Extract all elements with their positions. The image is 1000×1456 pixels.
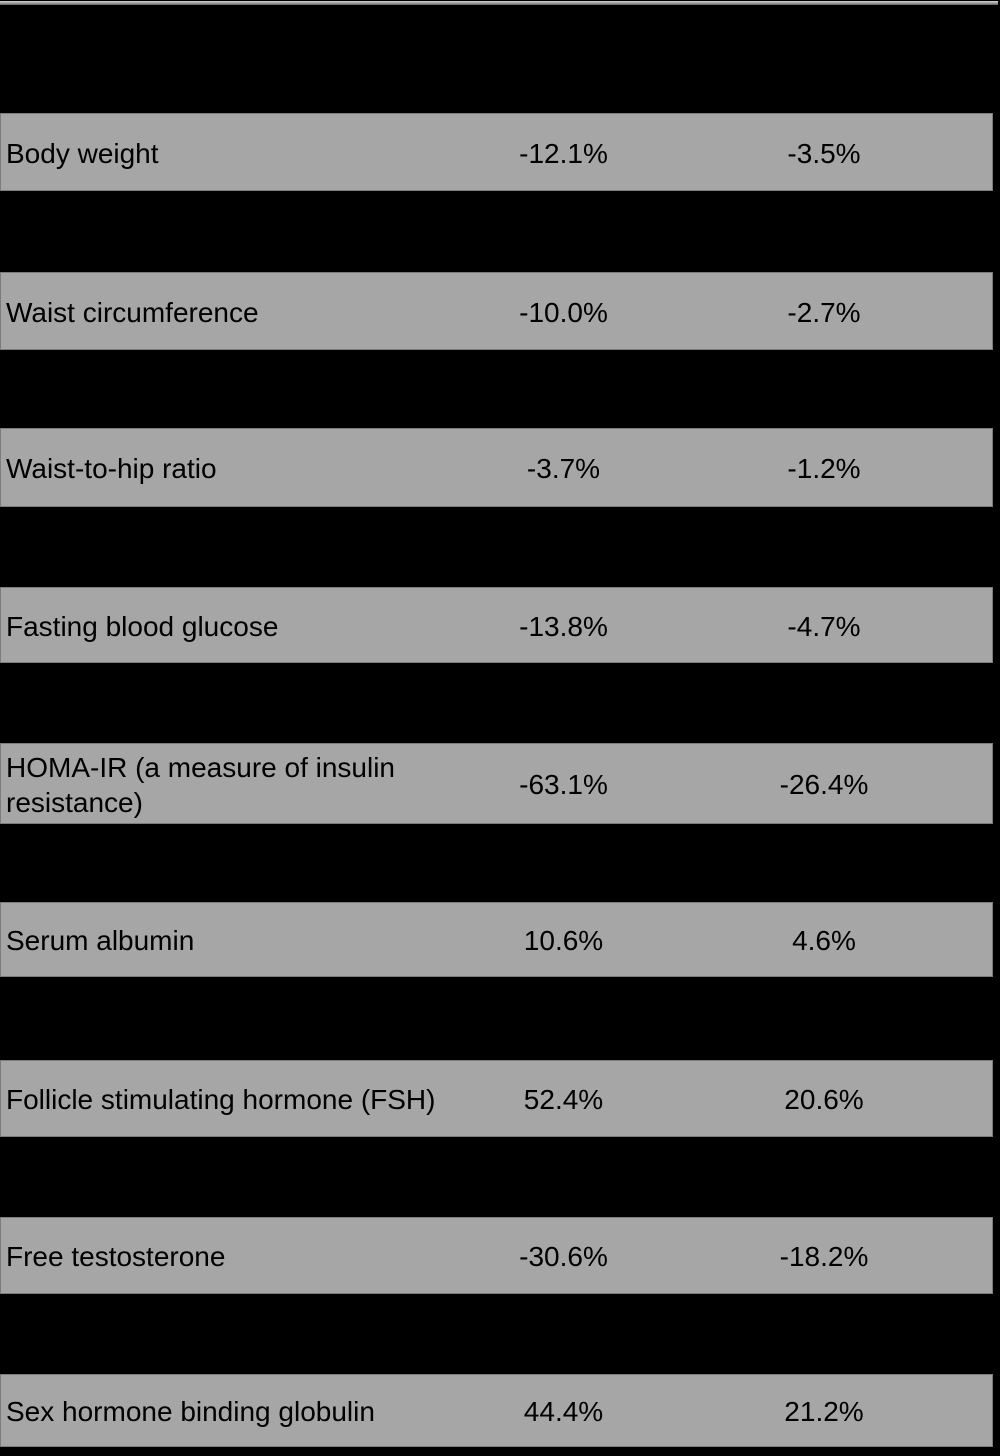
table-row: Body weight -12.1% -3.5% — [0, 113, 993, 191]
row-value-col3: -3.5% — [787, 137, 861, 169]
row-label: HOMA-IR (a measure of insulin resistance… — [6, 751, 396, 818]
row-label: Body weight — [6, 137, 159, 169]
row-label: Serum albumin — [6, 925, 195, 956]
row-value-col2: -10.0% — [519, 296, 608, 328]
row-value-col2: -13.8% — [519, 610, 608, 642]
row-value-col3: -26.4% — [779, 769, 869, 800]
table-row: Waist-to-hip ratio -3.7% -1.2% — [0, 428, 993, 507]
table-row: Waist circumference -10.0% -2.7% — [0, 272, 993, 350]
row-label: Free testosterone — [6, 1241, 226, 1272]
row-value-col3: -2.7% — [787, 296, 861, 328]
table-row: Fasting blood glucose -13.8% -4.7% — [0, 587, 993, 663]
row-label: Waist circumference — [6, 296, 259, 328]
row-value-col2: 52.4% — [523, 1084, 604, 1115]
row-value-col2: -12.1% — [519, 137, 608, 169]
row-label: Sex hormone binding globulin — [6, 1396, 375, 1427]
row-label: Fasting blood glucose — [6, 610, 279, 642]
row-label: Waist-to-hip ratio — [6, 453, 217, 484]
row-value-col2: 44.4% — [523, 1396, 604, 1427]
row-value-col3: -1.2% — [787, 453, 861, 484]
table-row: HOMA-IR (a measure of insulin resistance… — [0, 743, 993, 824]
row-value-col3: -4.7% — [787, 610, 861, 642]
row-value-col2: -3.7% — [526, 453, 601, 484]
table-row: Free testosterone -30.6% -18.2% — [0, 1217, 993, 1294]
row-value-col3: 21.2% — [784, 1396, 864, 1427]
row-value-col2: -30.6% — [519, 1241, 608, 1272]
row-value-col3: -18.2% — [779, 1241, 869, 1272]
row-value-col2: 10.6% — [523, 925, 604, 956]
table-top-border — [0, 1, 998, 5]
table-row: Serum albumin 10.6% 4.6% — [0, 902, 993, 977]
row-value-col2: -63.1% — [519, 769, 608, 800]
row-label: Follicle stimulating hormone (FSH) — [6, 1084, 436, 1115]
table-row: Follicle stimulating hormone (FSH) 52.4%… — [0, 1060, 993, 1137]
row-value-col3: 4.6% — [792, 925, 856, 956]
row-value-col3: 20.6% — [784, 1084, 864, 1115]
table-row: Sex hormone binding globulin 44.4% 21.2% — [0, 1374, 993, 1447]
